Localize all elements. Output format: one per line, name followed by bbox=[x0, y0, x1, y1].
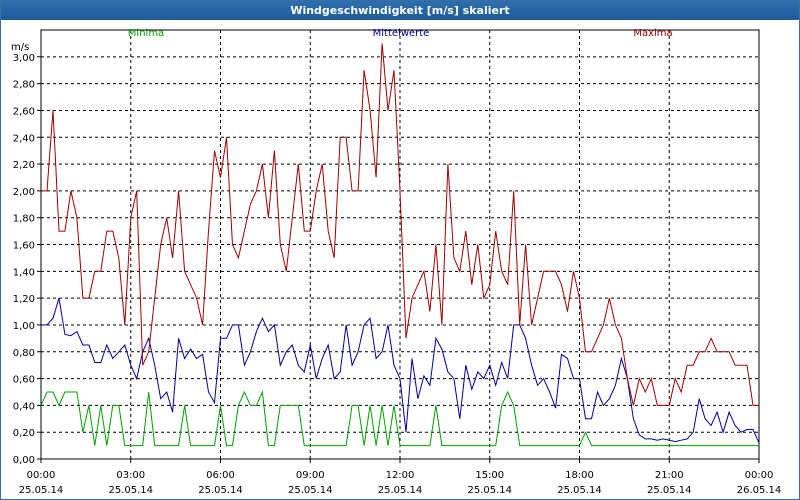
y-tick-label: 2,60 bbox=[13, 106, 35, 117]
x-tick-date: 25.05.14 bbox=[288, 485, 333, 496]
x-tick-time: 00:00 bbox=[745, 470, 774, 481]
y-tick-label: 0,00 bbox=[13, 455, 35, 466]
grid-lines bbox=[37, 30, 760, 463]
x-tick-time: 21:00 bbox=[655, 470, 684, 481]
window-title: Windgeschwindigkeit [m/s] skaliert bbox=[1, 1, 799, 20]
y-tick-label: 3,00 bbox=[13, 53, 35, 64]
legend: Minima Mittelwerte Maxima bbox=[128, 28, 673, 39]
x-tick-date: 25.05.14 bbox=[467, 485, 512, 496]
y-tick-label: 0,40 bbox=[13, 401, 35, 412]
x-tick-date: 25.05.14 bbox=[198, 485, 243, 496]
y-tick-label: 2,40 bbox=[13, 133, 35, 144]
y-tick-label: 2,00 bbox=[13, 187, 35, 198]
y-tick-label: 1,20 bbox=[13, 294, 35, 305]
x-tick-time: 06:00 bbox=[206, 470, 235, 481]
x-tick-date: 26.05.14 bbox=[737, 485, 782, 496]
series-line-mittelwerte bbox=[41, 297, 760, 444]
legend-entry-minima: Minima bbox=[128, 28, 164, 39]
chart-area: m/s 0,00 0,20 0,40 0,60 0,80 1,00 1,20 1,40 1,60… bbox=[11, 28, 782, 496]
y-tick-labels: 0,00 0,20 0,40 0,60 0,80 1,00 1,20 1,40 1,60 1,80… bbox=[13, 53, 35, 466]
legend-entry-mittelwerte: Mittelwerte bbox=[373, 28, 430, 39]
x-tick-labels: 00:00 25.05.14 03:00 25.05.14 06:00 25.05.14 0… bbox=[19, 470, 782, 496]
x-tick-date: 25.05.14 bbox=[378, 485, 423, 496]
x-tick-time: 15:00 bbox=[475, 470, 504, 481]
y-tick-label: 0,20 bbox=[13, 428, 35, 439]
y-tick-label: 2,20 bbox=[13, 160, 35, 171]
y-tick-label: 2,80 bbox=[13, 80, 35, 91]
x-tick-time: 12:00 bbox=[386, 470, 415, 481]
y-tick-label: 0,60 bbox=[13, 375, 35, 386]
y-tick-label: 1,80 bbox=[13, 214, 35, 225]
x-tick-time: 00:00 bbox=[27, 470, 56, 481]
y-tick-label: 1,60 bbox=[13, 241, 35, 252]
x-tick-date: 25.05.14 bbox=[108, 485, 153, 496]
x-tick-time: 18:00 bbox=[565, 470, 594, 481]
series-line-minima bbox=[40, 390, 759, 447]
y-tick-label: 1,40 bbox=[13, 267, 35, 278]
y-tick-label: 0,80 bbox=[13, 348, 35, 359]
y-tick-label: 1,00 bbox=[13, 321, 35, 332]
y-axis-unit-label: m/s bbox=[11, 42, 29, 53]
legend-entry-maxima: Maxima bbox=[633, 28, 672, 39]
x-tick-date: 25.05.14 bbox=[647, 485, 692, 496]
x-tick-date: 25.05.14 bbox=[557, 485, 602, 496]
series-lines bbox=[40, 43, 760, 447]
series-line-maxima bbox=[41, 43, 759, 406]
x-tick-date: 25.05.14 bbox=[19, 485, 64, 496]
plot-frame bbox=[40, 29, 760, 460]
x-tick-time: 09:00 bbox=[296, 470, 325, 481]
x-tick-time: 03:00 bbox=[116, 470, 145, 481]
